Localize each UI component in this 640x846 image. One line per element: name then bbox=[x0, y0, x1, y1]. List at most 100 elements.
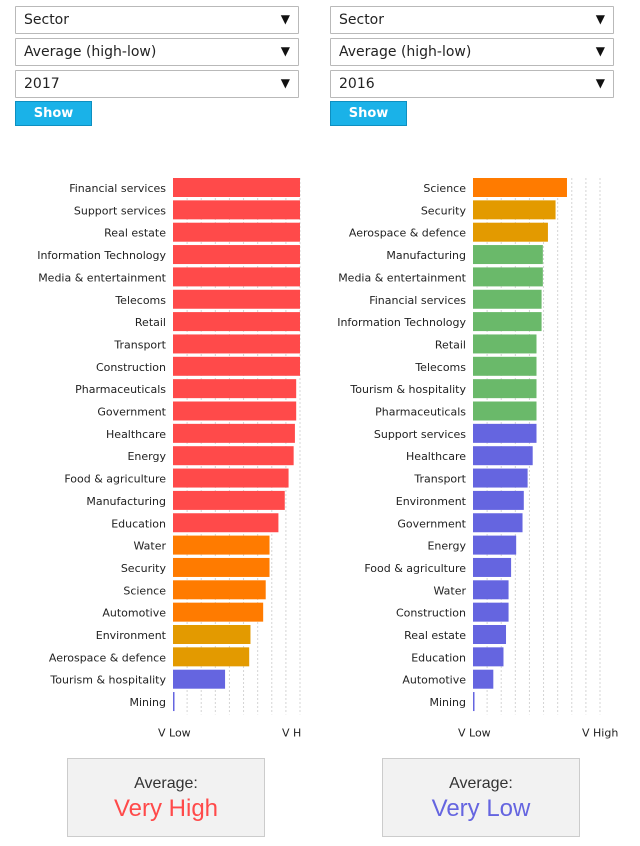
bar bbox=[173, 178, 300, 197]
category-label: Science bbox=[123, 584, 166, 597]
category-label: Information Technology bbox=[337, 316, 466, 329]
bar bbox=[473, 490, 524, 510]
bar bbox=[473, 580, 509, 600]
bar bbox=[173, 692, 175, 712]
show-button[interactable]: Show bbox=[330, 101, 407, 126]
category-label: Water bbox=[433, 584, 466, 597]
bar bbox=[173, 423, 295, 443]
bar bbox=[473, 669, 494, 689]
metric-select[interactable]: Average (high-low) ▼ bbox=[15, 38, 299, 66]
bar bbox=[473, 647, 504, 667]
category-label: Support services bbox=[74, 204, 166, 217]
category-label: Tourism & hospitality bbox=[349, 383, 466, 396]
bar bbox=[473, 334, 537, 354]
year-select-value: 2017 bbox=[24, 76, 60, 92]
category-label: Transport bbox=[113, 338, 166, 351]
category-label: Pharmaceuticals bbox=[375, 406, 466, 419]
dropdown-arrow-icon: ▼ bbox=[595, 76, 605, 90]
bar bbox=[173, 625, 251, 644]
category-label: Real estate bbox=[404, 629, 466, 642]
category-label: Media & entertainment bbox=[338, 271, 466, 284]
category-label: Automotive bbox=[102, 607, 166, 620]
bar bbox=[173, 468, 289, 488]
category-select[interactable]: Sector ▼ bbox=[330, 6, 614, 34]
average-box: Average: Very High bbox=[67, 758, 265, 837]
bar bbox=[473, 222, 548, 242]
average-box: Average: Very Low bbox=[382, 758, 580, 837]
category-label: Manufacturing bbox=[386, 249, 466, 262]
bar bbox=[473, 557, 512, 577]
average-label: Average: bbox=[449, 775, 513, 792]
bar bbox=[173, 200, 300, 220]
category-label: Environment bbox=[96, 629, 167, 642]
year-select-value: 2016 bbox=[339, 76, 375, 92]
year-select[interactable]: 2016 ▼ bbox=[330, 70, 614, 98]
category-select-value: Sector bbox=[339, 12, 385, 28]
bar bbox=[473, 602, 509, 622]
average-label: Average: bbox=[134, 775, 198, 792]
category-label: Government bbox=[97, 406, 166, 419]
bar bbox=[473, 245, 543, 265]
category-label: Manufacturing bbox=[86, 495, 166, 508]
bar bbox=[473, 535, 517, 555]
category-label: Aerospace & defence bbox=[49, 651, 166, 664]
bar bbox=[173, 557, 270, 577]
bar bbox=[473, 200, 556, 220]
bar bbox=[173, 580, 266, 600]
category-select[interactable]: Sector ▼ bbox=[15, 6, 299, 34]
axis-label-right: V H bbox=[282, 726, 301, 739]
left-bar-chart: Financial services Support services Real e… bbox=[37, 178, 301, 739]
category-label: Energy bbox=[427, 540, 466, 553]
axis-label-right: V High bbox=[582, 726, 618, 739]
category-label: Education bbox=[111, 517, 166, 530]
bar bbox=[473, 356, 537, 376]
category-label: Education bbox=[411, 651, 466, 664]
dropdown-arrow-icon: ▼ bbox=[595, 12, 605, 26]
bar bbox=[173, 356, 300, 376]
bar bbox=[473, 446, 533, 466]
category-label: Support services bbox=[374, 428, 466, 441]
dropdown-arrow-icon: ▼ bbox=[280, 12, 290, 26]
category-label: Media & entertainment bbox=[38, 271, 166, 284]
category-label: Retail bbox=[435, 338, 466, 351]
axis-label-left: V Low bbox=[158, 726, 191, 739]
category-label: Energy bbox=[127, 450, 166, 463]
category-label: Real estate bbox=[104, 227, 166, 240]
average-value: Very High bbox=[113, 795, 219, 822]
category-label: Construction bbox=[96, 361, 166, 374]
category-label: Science bbox=[423, 182, 466, 195]
dropdown-arrow-icon: ▼ bbox=[280, 76, 290, 90]
category-label: Telecoms bbox=[414, 361, 466, 374]
category-label: Security bbox=[421, 204, 467, 217]
bar bbox=[173, 513, 279, 533]
bar bbox=[173, 267, 300, 287]
bar bbox=[173, 647, 250, 667]
category-select-value: Sector bbox=[24, 12, 70, 28]
bar bbox=[173, 490, 285, 510]
bar bbox=[473, 625, 507, 644]
category-label: Financial services bbox=[69, 182, 166, 195]
category-label: Construction bbox=[396, 607, 466, 620]
bar bbox=[473, 267, 543, 287]
axis-label-left: V Low bbox=[458, 726, 491, 739]
bar bbox=[173, 245, 300, 265]
metric-select[interactable]: Average (high-low) ▼ bbox=[330, 38, 614, 66]
category-label: Transport bbox=[413, 473, 466, 486]
category-label: Environment bbox=[396, 495, 467, 508]
bar bbox=[473, 312, 542, 332]
category-label: Automotive bbox=[402, 674, 466, 687]
bar bbox=[173, 334, 300, 354]
bar bbox=[473, 692, 475, 712]
bar bbox=[173, 312, 300, 332]
bar bbox=[473, 289, 542, 309]
year-select[interactable]: 2017 ▼ bbox=[15, 70, 299, 98]
category-label: Security bbox=[121, 562, 167, 575]
show-button[interactable]: Show bbox=[15, 101, 92, 126]
bar bbox=[473, 401, 537, 421]
bar bbox=[173, 669, 226, 689]
bar bbox=[173, 535, 270, 555]
category-label: Healthcare bbox=[406, 450, 466, 463]
category-label: Food & agriculture bbox=[64, 473, 166, 486]
category-label: Tourism & hospitality bbox=[49, 674, 166, 687]
category-label: Food & agriculture bbox=[364, 562, 466, 575]
